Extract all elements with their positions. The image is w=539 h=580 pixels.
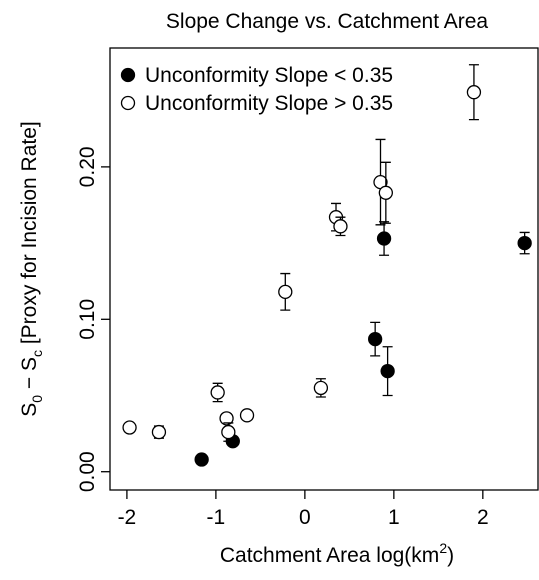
point (368, 331, 383, 347)
plot-frame (109, 47, 539, 491)
y-label-part: [Proxy for Incision Rate] (18, 121, 41, 350)
point (376, 231, 392, 246)
legend-label: Unconformity Slope > 0.35 (145, 92, 393, 115)
point (219, 411, 234, 426)
x-axis-label: Catchment Area log(km2) (220, 540, 454, 567)
point (151, 424, 167, 440)
y-label-sub: c (29, 350, 45, 357)
x-label-part: ) (447, 544, 454, 567)
x-label-part: Catchment Area log(km (220, 544, 439, 567)
y-label-sub: 0 (29, 395, 45, 403)
y-label-part: S (18, 403, 41, 417)
point (194, 452, 209, 467)
x-label-sup: 2 (439, 540, 447, 556)
x-tick-label: -1 (207, 506, 226, 529)
point (517, 235, 532, 251)
legend-label: Unconformity Slope < 0.35 (145, 64, 393, 87)
y-tick-label: 0.00 (76, 451, 99, 492)
point (278, 284, 293, 300)
x-tick-label: 2 (477, 506, 489, 529)
y-tick-label: 0.20 (76, 146, 99, 187)
y-tick-label: 0.10 (76, 299, 99, 340)
y-label-part: − S (18, 357, 41, 395)
point (239, 408, 255, 423)
legend-marker (120, 95, 136, 111)
x-tick-label: -2 (118, 506, 137, 529)
point (122, 420, 137, 435)
point (380, 363, 395, 379)
legend-marker (120, 67, 136, 83)
point (333, 219, 348, 234)
x-tick-label: 1 (388, 506, 400, 529)
point (378, 185, 393, 200)
point (466, 85, 482, 100)
point (221, 424, 236, 440)
x-tick-label: 0 (299, 506, 311, 529)
point (210, 385, 225, 400)
y-axis-label: S0 − Sc [Proxy for Incision Rate] (18, 121, 45, 417)
chart-title: Slope Change vs. Catchment Area (166, 10, 489, 33)
point (313, 380, 329, 396)
